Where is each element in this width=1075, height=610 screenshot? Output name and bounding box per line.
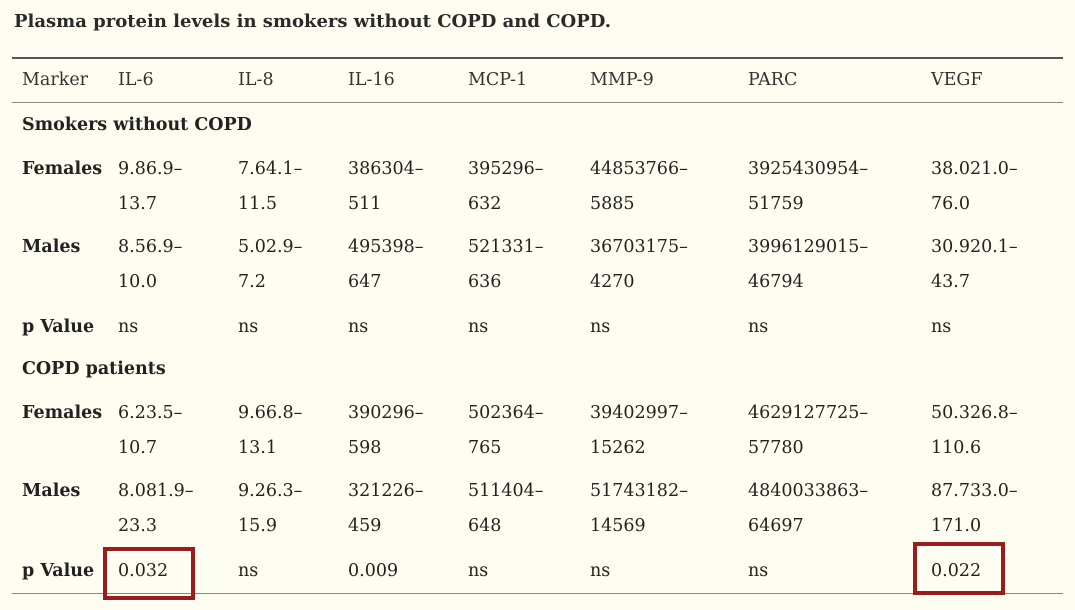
row-label: Females (22, 403, 103, 423)
table-cell: 4270 (590, 272, 635, 292)
table-cell: ns (590, 317, 611, 337)
column-header: VEGF (931, 70, 983, 90)
table-caption: Plasma protein levels in smokers without… (14, 11, 612, 32)
highlight-box-il6-pvalue (103, 547, 195, 600)
table-cell: 0.009 (348, 561, 399, 581)
column-header: IL-8 (238, 70, 274, 90)
header-rule (12, 102, 1063, 103)
table-cell: 390296– (348, 403, 424, 423)
table-cell: 9.66.8– (238, 403, 303, 423)
column-header: IL-6 (118, 70, 154, 90)
table-cell: 9.86.9– (118, 159, 183, 179)
table-cell: 13.1 (238, 438, 277, 458)
table-cell: 50.326.8– (931, 403, 1018, 423)
top-rule (12, 57, 1063, 59)
table-cell: 36703175– (590, 237, 688, 257)
table-cell: 395296– (468, 159, 544, 179)
table-cell: 502364– (468, 403, 544, 423)
table-cell: 8.081.9– (118, 481, 194, 501)
table-cell: 632 (468, 194, 502, 214)
table-cell: 598 (348, 438, 382, 458)
table-cell: 7.64.1– (238, 159, 303, 179)
table-cell: 648 (468, 516, 502, 536)
table-cell: ns (118, 317, 139, 337)
table-cell: 647 (348, 272, 382, 292)
table-cell: 511 (348, 194, 382, 214)
table-cell: 64697 (748, 516, 804, 536)
row-label: Females (22, 159, 103, 179)
table-cell: 171.0 (931, 516, 982, 536)
table-cell: 44853766– (590, 159, 688, 179)
table-cell: 3925430954– (748, 159, 869, 179)
table-cell: ns (590, 561, 611, 581)
table-cell: 495398– (348, 237, 424, 257)
table-cell: 10.0 (118, 272, 157, 292)
table-cell: 3996129015– (748, 237, 869, 257)
table-cell: 43.7 (931, 272, 970, 292)
table-cell: ns (748, 317, 769, 337)
table-cell: 15262 (590, 438, 646, 458)
column-header: PARC (748, 70, 798, 90)
table-cell: 51759 (748, 194, 804, 214)
table-cell: 39402997– (590, 403, 688, 423)
table-cell: ns (931, 317, 952, 337)
table-cell: ns (748, 561, 769, 581)
table-cell: ns (468, 317, 489, 337)
row-label: Males (22, 237, 81, 257)
row-label: p Value (22, 317, 95, 337)
column-header: MCP-1 (468, 70, 528, 90)
table-cell: 76.0 (931, 194, 970, 214)
table-cell: ns (468, 561, 489, 581)
table-cell: 14569 (590, 516, 646, 536)
table-cell: ns (238, 561, 259, 581)
table-cell: 765 (468, 438, 502, 458)
table-cell: 6.23.5– (118, 403, 183, 423)
table-cell: 521331– (468, 237, 544, 257)
table-cell: 15.9 (238, 516, 277, 536)
table-cell: 38.021.0– (931, 159, 1018, 179)
table-cell: 5.02.9– (238, 237, 303, 257)
row-label: Males (22, 481, 81, 501)
table-cell: 23.3 (118, 516, 157, 536)
highlight-box-vegf-pvalue (913, 542, 1005, 595)
bottom-rule (12, 593, 1063, 594)
table-cell: 13.7 (118, 194, 157, 214)
table-cell: 511404– (468, 481, 544, 501)
table-cell: 8.56.9– (118, 237, 183, 257)
table-cell: 110.6 (931, 438, 982, 458)
table-cell: 386304– (348, 159, 424, 179)
table-cell: 10.7 (118, 438, 157, 458)
table-cell: 0.022 (931, 561, 982, 581)
table-cell: 30.920.1– (931, 237, 1018, 257)
table-cell: 87.733.0– (931, 481, 1018, 501)
section-title: COPD patients (22, 359, 166, 379)
table-cell: 459 (348, 516, 382, 536)
table-cell: ns (348, 317, 369, 337)
column-header: IL-16 (348, 70, 395, 90)
column-header: MMP-9 (590, 70, 654, 90)
table-cell: 9.26.3– (238, 481, 303, 501)
table-cell: 46794 (748, 272, 804, 292)
table-cell: 7.2 (238, 272, 266, 292)
section-title: Smokers without COPD (22, 115, 252, 135)
row-label: p Value (22, 561, 95, 581)
column-header: Marker (22, 70, 89, 90)
table-cell: 4629127725– (748, 403, 869, 423)
table-cell: 5885 (590, 194, 635, 214)
table-cell: 0.032 (118, 561, 169, 581)
table-cell: 51743182– (590, 481, 688, 501)
table-cell: 4840033863– (748, 481, 869, 501)
table-cell: ns (238, 317, 259, 337)
table-cell: 636 (468, 272, 502, 292)
table-cell: 11.5 (238, 194, 277, 214)
table-cell: 57780 (748, 438, 804, 458)
table-cell: 321226– (348, 481, 424, 501)
